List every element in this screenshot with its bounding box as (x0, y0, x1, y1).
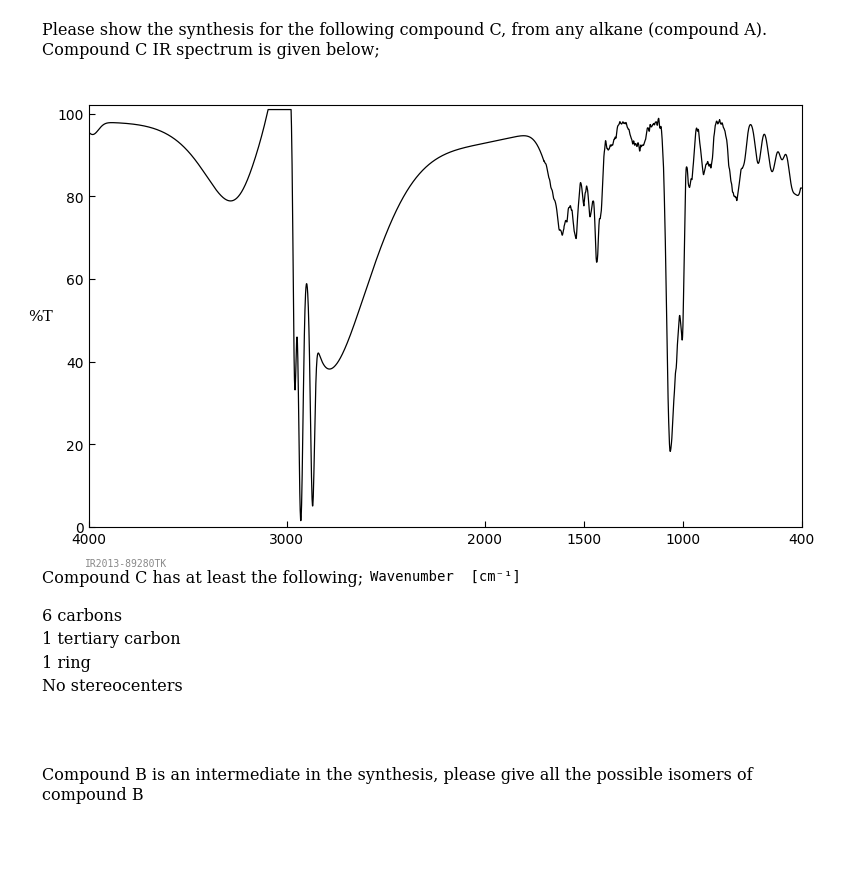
Text: Please show the synthesis for the following compound C, from any alkane (compoun: Please show the synthesis for the follow… (42, 22, 767, 58)
Y-axis label: %T: %T (29, 310, 53, 323)
Text: Wavenumber  [cm⁻¹]: Wavenumber [cm⁻¹] (370, 570, 521, 583)
Text: IR2013-89280TK: IR2013-89280TK (85, 559, 167, 569)
Text: Compound C has at least the following;: Compound C has at least the following; (42, 570, 364, 587)
Text: Compound B is an intermediate in the synthesis, please give all the possible iso: Compound B is an intermediate in the syn… (42, 766, 753, 803)
Text: 6 carbons
1 tertiary carbon
1 ring
No stereocenters: 6 carbons 1 tertiary carbon 1 ring No st… (42, 607, 183, 695)
